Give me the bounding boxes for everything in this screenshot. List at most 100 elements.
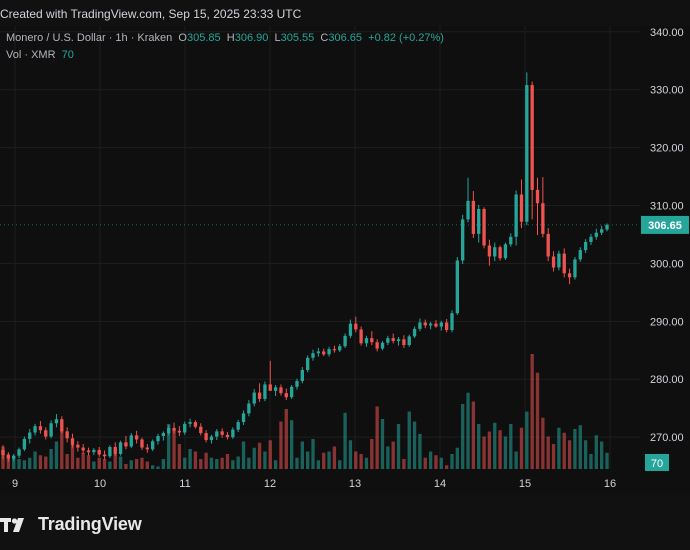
volume-bar [17,459,21,469]
candle-body [338,346,342,351]
candle-body [514,194,518,237]
close-value: 306.65 [328,32,363,44]
volume-bar [118,456,123,469]
candle-body [455,260,459,314]
volume-bar [434,455,438,469]
volume-bar [273,460,278,469]
volume-bar [503,436,508,469]
volume-bar [38,455,43,469]
symbol-label[interactable]: Monero / U.S. Dollar · 1h · Kraken [6,32,173,44]
candle-body [273,387,278,391]
candle-body [167,427,171,434]
candle-body [81,447,85,451]
volume-value: 70 [61,49,74,61]
volume-legend: Vol · XMR 70 [6,49,74,61]
volume-bar [386,446,390,469]
candle-body [423,322,427,326]
volume-bar [81,452,85,469]
change-value: +0.82 (+0.27%) [368,32,444,44]
candle-body [434,323,438,327]
volume-bar [12,456,16,469]
volume-bar [348,440,353,469]
volume-bar [129,460,133,469]
candle-body [354,323,358,330]
candle-body [177,430,182,433]
candle-body [562,253,566,274]
volume-bar [338,460,342,469]
axis-tags: 306.65 70 [641,215,689,471]
volume-bar [145,461,149,469]
candle-body [247,403,251,414]
candle-body [461,219,465,261]
candle-body [289,386,294,398]
volume-bar [375,406,379,469]
brand-text: TradingView [38,514,142,534]
time-axis[interactable]: 9 10 11 12 13 14 15 16 [12,478,616,490]
chart-grid [0,26,640,469]
candle-body [38,426,43,431]
candle-body [241,413,246,423]
price-chart[interactable]: 270.00 280.00 290.00 300.00 310.00 320.00 330.… [0,26,690,495]
candle-body [252,392,256,404]
candle-body [76,444,80,448]
volume-bar [444,465,449,469]
volume-bar [108,461,112,469]
candle-body [225,434,230,438]
candle-body [487,245,492,257]
volume-bar [151,465,155,469]
candle-body [428,323,433,326]
volume-bar [327,451,331,469]
candle-body [444,322,449,331]
volume-bar [60,429,64,469]
volume-bar [487,431,492,469]
volume-bar [423,457,427,469]
low-value: 305.55 [280,32,315,44]
volume-bar [509,424,513,469]
candle-body [161,433,166,436]
volume-bar [407,411,411,469]
candle-body [70,438,75,445]
x-tick-label: 9 [12,478,18,490]
candle-body [6,455,11,459]
candle-body [316,351,321,354]
volume-bar [493,422,497,469]
volume-bar [161,459,166,469]
candle-body [134,435,139,440]
candle-body [118,442,123,454]
created-caption: Created with TradingView.com, Sep 15, 20… [0,7,302,21]
candle-body [199,426,203,434]
candle-body [209,436,214,441]
volume-bar [605,452,609,469]
candle-body [124,442,128,447]
candle-body [583,241,588,251]
volume-bar [364,457,369,469]
candle-body [65,431,69,439]
candle-body [1,449,5,456]
candle-body [380,342,385,349]
tradingview-brand[interactable]: TradingView [0,514,142,535]
open-label: O [178,32,187,44]
candle-body [44,430,48,437]
volume-bar [140,457,144,469]
price-axis[interactable]: 270.00 280.00 290.00 300.00 310.00 320.00 330.… [650,27,684,444]
volume-bar [535,372,540,469]
volume-bar [231,460,235,469]
candle-body [567,273,572,278]
volume-bar [354,451,358,469]
candle-body [193,422,198,427]
candle-body [407,336,411,346]
volume-bar [322,452,326,469]
volume-label[interactable]: Vol · XMR [6,49,56,61]
candle-body [589,236,593,242]
ohlc-legend: Monero / U.S. Dollar · 1h · Kraken O305.… [6,32,444,44]
volume-bar [412,421,417,469]
volume-bar [49,449,53,469]
x-tick-label: 15 [519,478,531,490]
open-value: 305.85 [186,32,221,44]
volume-bar [525,411,529,469]
candle-body [172,427,176,431]
candle-body [188,422,192,424]
x-tick-label: 13 [349,478,361,490]
candle-body [279,387,283,394]
volume-bar [589,454,593,469]
